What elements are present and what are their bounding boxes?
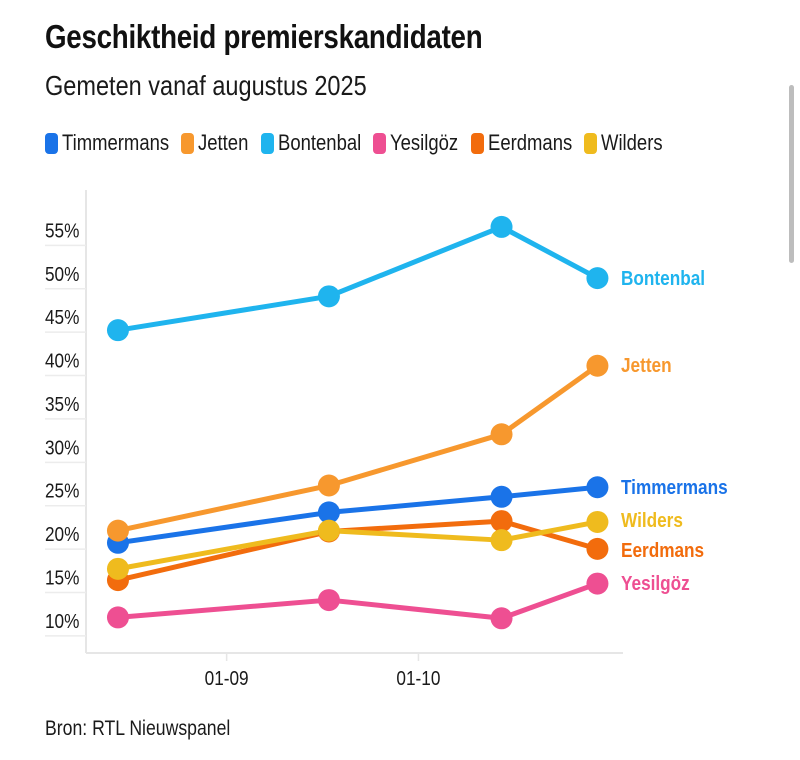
data-point-wilders [317, 519, 340, 542]
x-axis-ticks: 01-09 01-10 [205, 653, 440, 690]
y-tick-label: 15% [45, 566, 79, 589]
data-point-jetten [317, 474, 340, 497]
chart-subtitle-text: Gemeten vanaf augustus 2025 [45, 70, 367, 101]
y-tick-label: 35% [45, 393, 79, 416]
series-line-eerdmans [115, 518, 600, 583]
data-point-timmermans [317, 501, 340, 524]
legend-item-yesilgoz[interactable]: Yesilgöz [373, 130, 470, 156]
x-tick-label: 01-10 [396, 667, 440, 690]
legend-label: Jetten [198, 130, 249, 155]
data-point-eerdmans [586, 537, 609, 560]
legend-swatch-icon [470, 132, 484, 154]
data-point-yesilgoz [106, 606, 129, 629]
series-points [106, 215, 609, 630]
legend-swatch-icon [181, 132, 195, 154]
data-point-bontenbal [490, 215, 513, 238]
end-label-eerdmans: Eerdmans [621, 539, 704, 562]
data-point-wilders [106, 557, 129, 580]
series-line-timmermans [115, 484, 600, 546]
chart-axes [85, 190, 623, 654]
data-point-bontenbal [106, 319, 129, 342]
end-label-timmermans: Timmermans [621, 476, 728, 499]
chart-title: Geschiktheid premierskandidaten [45, 18, 566, 56]
chart-title-text: Geschiktheid premierskandidaten [45, 18, 483, 55]
y-tick-label: 50% [45, 263, 79, 286]
legend-swatch-icon [584, 132, 598, 154]
legend-swatch-icon [260, 132, 274, 154]
end-label-bontenbal: Bontenbal [621, 267, 705, 290]
y-tick-label: 40% [45, 349, 79, 372]
legend-label: Yesilgöz [390, 130, 459, 155]
legend-label: Timmermans [62, 130, 170, 155]
legend-item-eerdmans[interactable]: Eerdmans [470, 130, 584, 156]
legend-swatch-icon [45, 132, 58, 154]
legend-item-bontenbal[interactable]: Bontenbal [260, 130, 373, 156]
data-point-jetten [490, 423, 513, 446]
y-tick-label: 25% [45, 479, 79, 502]
series-line-jetten [115, 363, 600, 534]
legend-item-wilders[interactable]: Wilders [584, 130, 674, 156]
series-end-labels: Bontenbal Jetten Timmermans Wilders Eerdmans… [621, 267, 728, 595]
series-lines [115, 224, 600, 621]
series-line-wilders [115, 519, 600, 572]
data-point-wilders [490, 529, 513, 552]
y-tick-label: 45% [45, 306, 79, 329]
chart-subtitle: Gemeten vanaf augustus 2025 [45, 70, 428, 102]
data-point-timmermans [490, 485, 513, 508]
data-point-eerdmans [490, 510, 513, 533]
vertical-scrollbar[interactable] [789, 85, 794, 263]
legend-item-timmermans[interactable]: Timmermans [45, 130, 181, 156]
data-point-yesilgoz [317, 589, 340, 612]
legend-label: Eerdmans [487, 130, 572, 155]
legend-label: Wilders [601, 130, 663, 155]
chart-legend: Timmermans Jetten Bontenbal Yesilgöz Eerdman… [45, 130, 674, 156]
legend-item-jetten[interactable]: Jetten [181, 130, 261, 156]
series-line-bontenbal [115, 224, 600, 333]
data-point-jetten [586, 354, 609, 377]
y-tick-label: 20% [45, 523, 79, 546]
data-point-jetten [106, 519, 129, 542]
y-axis-ticks: 10% 15% 20% 25% 30% 35% 40% 45% 50% 55% [45, 219, 86, 637]
data-point-yesilgoz [490, 607, 513, 630]
data-point-yesilgoz [586, 572, 609, 595]
end-label-jetten: Jetten [621, 354, 672, 377]
series-line-yesilgoz [115, 581, 600, 621]
end-label-wilders: Wilders [621, 509, 683, 532]
data-point-bontenbal [586, 267, 609, 290]
legend-label: Bontenbal [277, 130, 362, 155]
data-point-timmermans [586, 476, 609, 499]
y-tick-label: 55% [45, 219, 79, 242]
end-label-yesilgoz: Yesilgöz [621, 572, 690, 595]
data-point-wilders [586, 510, 609, 533]
data-point-bontenbal [317, 285, 340, 308]
chart-source: Bron: RTL Nieuwspanel [45, 717, 266, 741]
x-tick-label: 01-09 [205, 667, 249, 690]
source-text: Bron: RTL Nieuwspanel [45, 717, 231, 740]
y-tick-label: 10% [45, 610, 79, 633]
y-tick-label: 30% [45, 436, 79, 459]
legend-swatch-icon [373, 132, 387, 154]
